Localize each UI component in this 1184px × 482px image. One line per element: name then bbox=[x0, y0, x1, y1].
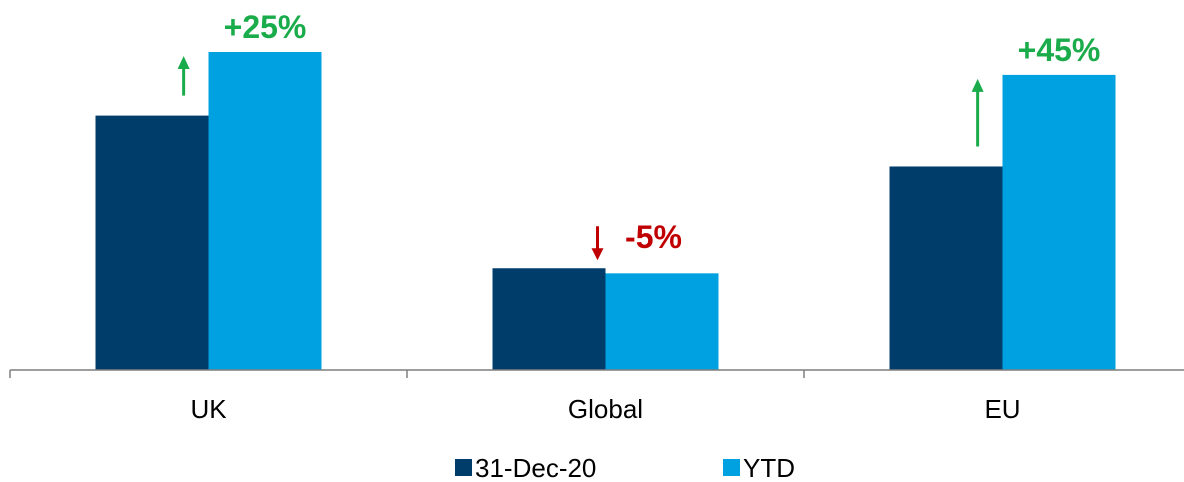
x-axis: UK Global EU bbox=[9, 369, 1184, 424]
bar-uk-ytd bbox=[208, 52, 322, 370]
change-annotations: +25% -5% +45% bbox=[177, 9, 1101, 261]
down-arrow-head bbox=[591, 248, 604, 261]
x-tick-label-eu: EU bbox=[984, 394, 1020, 424]
legend-label-ytd: YTD bbox=[743, 453, 795, 482]
bar-global-ytd bbox=[605, 273, 719, 370]
legend: 31-Dec-20 YTD bbox=[455, 453, 795, 482]
bar-uk-dec-20 bbox=[95, 115, 209, 370]
legend-swatch-dec-20 bbox=[455, 459, 472, 476]
bar-eu-dec-20 bbox=[889, 166, 1003, 370]
change-label-eu: +45% bbox=[1018, 32, 1101, 68]
legend-swatch-ytd bbox=[723, 459, 740, 476]
up-arrow-head bbox=[177, 56, 190, 69]
legend-label-dec-20: 31-Dec-20 bbox=[475, 453, 596, 482]
change-label-global: -5% bbox=[625, 219, 682, 255]
change-label-uk: +25% bbox=[224, 9, 307, 45]
bar-global-dec-20 bbox=[492, 268, 606, 370]
up-arrow-head bbox=[971, 78, 984, 92]
bar-eu-ytd bbox=[1002, 74, 1116, 371]
bars-layer bbox=[95, 52, 1116, 371]
x-tick-label-global: Global bbox=[568, 394, 643, 424]
x-tick-label-uk: UK bbox=[190, 394, 227, 424]
